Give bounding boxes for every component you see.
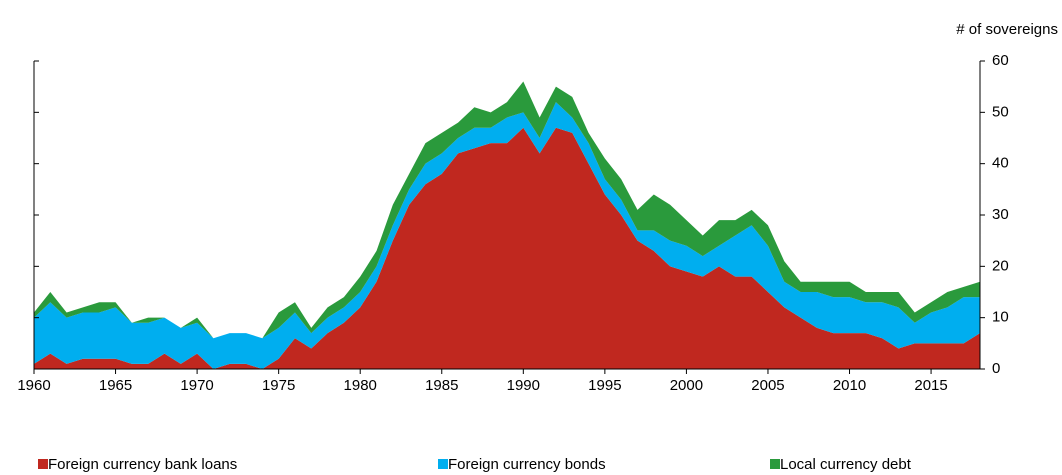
x-tick-label: 2010: [833, 377, 866, 394]
y-tick-label: 0: [992, 360, 1000, 377]
x-tick-label: 1995: [588, 377, 621, 394]
x-tick-label: 1970: [180, 377, 213, 394]
legend-swatch: [38, 459, 48, 469]
legend-swatch: [438, 459, 448, 469]
y-tick-label: 40: [992, 155, 1009, 172]
x-tick-label: 1985: [425, 377, 458, 394]
x-tick-label: 2015: [914, 377, 947, 394]
area: [34, 102, 980, 370]
legend-swatch: [770, 459, 780, 469]
y-tick-label: 30: [992, 206, 1009, 223]
y-tick-label: 60: [992, 52, 1009, 69]
y-tick-label: 20: [992, 257, 1009, 274]
legend-label: Foreign currency bank loans: [48, 456, 237, 473]
x-tick-label: 1990: [507, 377, 540, 394]
y-tick-label: 50: [992, 103, 1009, 120]
x-tick-label: 1960: [17, 377, 50, 394]
x-tick-label: 2000: [670, 377, 703, 394]
legend-label: Foreign currency bonds: [448, 456, 606, 473]
x-tick-label: 1980: [344, 377, 377, 394]
legend-label: Local currency debt: [780, 456, 912, 473]
y-tick-label: 10: [992, 309, 1009, 326]
area: [34, 127, 980, 369]
x-tick-label: 1965: [99, 377, 132, 394]
x-tick-label: 1975: [262, 377, 295, 394]
y-axis-label: # of sovereigns: [956, 21, 1058, 38]
x-tick-label: 2005: [751, 377, 784, 394]
